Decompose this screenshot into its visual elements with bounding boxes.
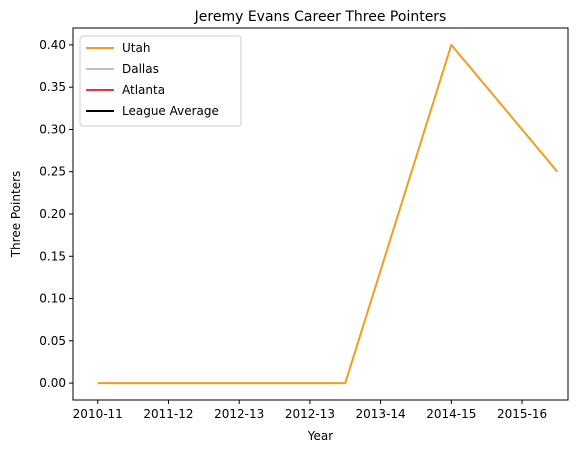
legend-label-league-average: League Average	[122, 104, 219, 118]
legend-label-atlanta: Atlanta	[122, 83, 165, 97]
x-tick-label: 2012-13	[214, 407, 264, 421]
y-tick-label: 0.40	[39, 38, 66, 52]
y-tick-label: 0.30	[39, 122, 66, 136]
x-tick-label: 2010-11	[73, 407, 123, 421]
y-tick-label: 0.35	[39, 80, 66, 94]
y-axis-ticks: 0.00 0.05 0.10 0.15 0.20 0.25 0.30 0.35 0.40	[39, 38, 73, 390]
legend-box	[79, 35, 242, 127]
x-tick-label: 2014-15	[426, 407, 476, 421]
legend-label-dallas: Dallas	[122, 62, 159, 76]
x-axis-label: Year	[307, 429, 333, 443]
series-lines	[97, 43, 559, 385]
x-tick-label: 2015-16	[497, 407, 547, 421]
y-tick-label: 0.20	[39, 207, 66, 221]
chart-title: Jeremy Evans Career Three Pointers	[194, 9, 447, 25]
x-tick-label: 2012-13	[285, 407, 335, 421]
legend: Utah Dallas Atlanta League Average	[79, 35, 242, 127]
x-tick-label: 2011-12	[143, 407, 193, 421]
x-tick-label: 2013-14	[356, 407, 406, 421]
y-tick-label: 0.05	[39, 334, 66, 348]
y-tick-label: 0.25	[39, 165, 66, 179]
y-axis-label: Three Pointers	[9, 171, 23, 259]
x-axis-ticks: 2010-11 2011-12 2012-13 2012-13 2013-14 2014-…	[73, 400, 547, 421]
legend-label-utah: Utah	[122, 41, 150, 55]
series-line-utah	[97, 43, 559, 385]
y-tick-label: 0.15	[39, 249, 66, 263]
y-tick-label: 0.10	[39, 292, 66, 306]
y-tick-label: 0.00	[39, 376, 66, 390]
